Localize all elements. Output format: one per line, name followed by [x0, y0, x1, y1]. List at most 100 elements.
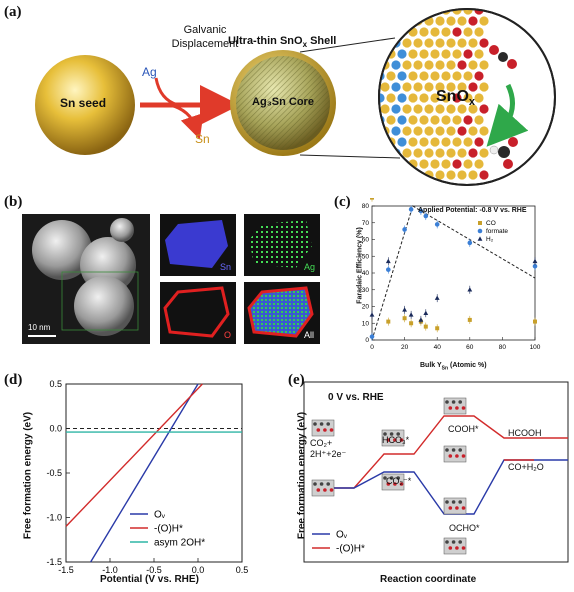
chart-c-xtick-label: 80 — [499, 344, 507, 351]
chart-c-legend-label: formate — [486, 228, 508, 235]
lattice-atom — [468, 148, 478, 158]
lattice-atom — [446, 60, 456, 70]
slab-atom — [396, 432, 400, 436]
chart-c-ytick-label: 60 — [362, 237, 370, 244]
lattice-atom — [419, 27, 429, 37]
lattice-atom — [391, 104, 401, 114]
lattice-atom — [413, 38, 423, 48]
chart-e-xlabel: Reaction coordinate — [380, 574, 477, 585]
chart-e-legend-label: -(O)H* — [336, 544, 365, 555]
chart-c-point-formate — [408, 207, 414, 212]
slab-atom — [393, 438, 397, 442]
chart-c-point-co — [533, 319, 537, 324]
lattice-atom — [457, 104, 467, 114]
panel-b-letter: (b) — [4, 194, 23, 210]
lattice-atom — [457, 126, 467, 136]
chart-c-point-h2 — [467, 287, 473, 292]
lattice-atom — [413, 126, 423, 136]
slab-atom — [386, 438, 391, 442]
lattice-atom — [479, 104, 489, 114]
lattice-atom — [441, 93, 451, 103]
lattice-atom — [380, 170, 390, 180]
slab-atom — [448, 454, 453, 458]
lattice-atom — [446, 16, 456, 26]
chart-c-point-formate — [402, 227, 407, 232]
lattice-atom — [391, 82, 401, 92]
chart-c-ytick-label: 70 — [362, 220, 370, 227]
label-co2b: 2H⁺+2e⁻ — [310, 449, 347, 459]
panel-d-letter: (d) — [4, 372, 23, 388]
lattice-atom — [397, 137, 407, 147]
lattice-atom — [386, 27, 396, 37]
core-label: Ag₃Sn Core — [252, 96, 314, 108]
lattice-atom — [435, 38, 445, 48]
lattice-atom — [413, 148, 423, 158]
chart-d-ytick-label: -1.0 — [46, 513, 62, 523]
chart-c-point-co — [386, 319, 391, 324]
lattice-atom — [463, 137, 473, 147]
lattice-atom — [419, 9, 429, 15]
shell-title: Ultra-thin SnOx Shell — [228, 35, 336, 49]
lattice-atom — [457, 82, 467, 92]
lattice-atom — [452, 71, 462, 81]
lattice-atom — [457, 60, 467, 70]
chart-c-point-co — [423, 324, 428, 329]
shell-title-sub: x — [302, 40, 308, 50]
lattice-atom — [446, 104, 456, 114]
chart-d-series-line — [90, 383, 199, 563]
lattice-atom — [452, 159, 462, 169]
lattice-atom — [441, 159, 451, 169]
chart-e-oh-path — [314, 415, 568, 489]
lattice-atom — [452, 27, 462, 37]
lattice-atom — [457, 16, 467, 26]
slab-atom — [396, 476, 400, 480]
slab-atom — [451, 448, 456, 452]
slab-atom — [389, 432, 394, 436]
lattice-atom — [380, 104, 390, 114]
lattice-atom — [441, 115, 451, 125]
chart-c-ytick-label: 80 — [362, 203, 370, 210]
slab-atom — [326, 482, 330, 486]
label-co2: CO₂+ — [310, 438, 333, 448]
scale-bar-label: 10 nm — [28, 323, 51, 332]
lattice-atom — [379, 9, 385, 15]
slab-atom — [461, 454, 466, 458]
slab-atom — [461, 506, 466, 510]
lattice-atom — [435, 148, 445, 158]
chart-d-xtick-label: -1.0 — [102, 565, 118, 575]
lattice-atom — [441, 49, 451, 59]
lattice-atom — [441, 137, 451, 147]
lattice-atom — [408, 93, 418, 103]
lattice-atom — [402, 82, 412, 92]
chart-c-legend-marker — [477, 228, 483, 234]
slab-atom — [393, 482, 397, 486]
chart-d-legend-label: -(O)H* — [154, 524, 183, 535]
lattice-atom — [474, 93, 484, 103]
slab-atom — [329, 428, 334, 432]
chart-d-legend-label: Oᵥ — [154, 510, 166, 521]
lattice-atom — [435, 60, 445, 70]
lattice-atom — [452, 93, 462, 103]
chart-d-ylabel: Free formation energy (eV) — [22, 411, 34, 540]
co2-molecule-icon — [489, 45, 517, 69]
lattice-atom — [402, 16, 412, 26]
lattice-atom — [463, 115, 473, 125]
slab-atom — [323, 428, 327, 432]
slab-atom — [445, 400, 449, 404]
chart-e: Oᵥ -(O)H* — [303, 381, 569, 563]
label-co2star: CO₂⁻* — [386, 476, 412, 486]
label-cooh: COOH* — [448, 424, 479, 434]
slab-atom — [316, 488, 321, 492]
lattice-atom — [430, 27, 440, 37]
lattice-atom — [424, 104, 434, 114]
lattice-atom — [386, 9, 396, 15]
chart-c-point-formate — [418, 208, 424, 214]
slab-atom — [383, 476, 387, 480]
chart-e-condition: 0 V vs. RHE — [328, 392, 384, 403]
chart-d-xtick-label: 0.0 — [192, 565, 205, 575]
lattice-atom — [419, 115, 429, 125]
chart-c-point-h2 — [385, 258, 391, 264]
slab-atom — [448, 506, 453, 510]
lattice-atom — [446, 148, 456, 158]
